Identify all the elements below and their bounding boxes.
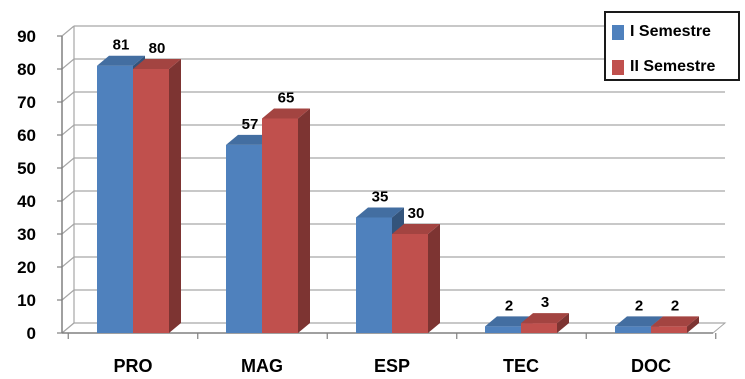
bar-top	[356, 207, 404, 218]
bar-front	[97, 65, 133, 333]
legend-item-series-2: II Semestre	[612, 58, 715, 76]
bar-front	[485, 326, 521, 333]
y-tick-label: 20	[17, 258, 36, 277]
gridline-side	[61, 58, 75, 70]
y-tick-label: 0	[27, 324, 36, 343]
gridline-side	[61, 157, 75, 169]
data-label: 81	[113, 37, 130, 54]
legend-label-series-2: II Semestre	[630, 58, 716, 75]
data-label: 80	[149, 40, 166, 57]
data-label: 2	[671, 297, 679, 314]
y-tick-labels: 0 10 20 30 40 50 60 70 80 90	[17, 27, 36, 343]
gridline-side	[61, 223, 75, 235]
x-tick-label: PRO	[113, 356, 152, 376]
gridline-side	[61, 256, 75, 268]
bar-front	[133, 69, 169, 333]
bar-side	[557, 313, 569, 333]
bar-front	[226, 144, 262, 333]
bar-tec-series-2	[521, 313, 569, 333]
bar-top	[651, 316, 699, 327]
bar-front	[521, 323, 557, 333]
legend-swatch-series-2	[612, 59, 624, 75]
data-labels: 81 80 57 65 35 30 2 3 2 2	[113, 37, 680, 315]
bar-pro-series-2	[133, 59, 181, 333]
x-tick-label: DOC	[631, 356, 671, 376]
data-label: 30	[408, 205, 425, 222]
data-label: 3	[541, 294, 549, 311]
legend-label-series-1: I Semestre	[630, 23, 711, 40]
bar-esp-series-2	[392, 224, 440, 333]
gridline-side	[61, 124, 75, 136]
gridline-side	[61, 190, 75, 202]
gridline-side	[61, 91, 75, 103]
y-tick-label: 70	[17, 93, 36, 112]
bar-top	[392, 224, 440, 234]
data-label: 35	[372, 189, 389, 206]
gridline-side	[61, 289, 75, 301]
x-tick-label: ESP	[374, 356, 410, 376]
bar-top	[97, 55, 145, 66]
data-label: 57	[242, 116, 259, 133]
gridline-side	[61, 322, 75, 334]
bar-side	[687, 316, 699, 333]
bar-top	[615, 316, 663, 327]
gridline-side	[61, 25, 75, 37]
y-tick-label: 80	[17, 60, 36, 79]
bar-front	[262, 118, 298, 333]
bar-doc-series-2	[651, 316, 699, 333]
bar-side	[169, 59, 181, 333]
bars	[97, 55, 699, 333]
bar-front	[392, 234, 428, 333]
bar-top	[262, 108, 310, 119]
bar-side	[298, 108, 310, 333]
y-tick-label: 90	[17, 27, 36, 46]
bar-side	[428, 224, 440, 333]
legend-item-series-1: I Semestre	[612, 23, 711, 41]
legend-swatch-series-1	[612, 24, 624, 40]
x-tick-labels: PRO MAG ESP TEC DOC	[113, 356, 671, 376]
y-tick-label: 60	[17, 126, 36, 145]
bar-top	[521, 313, 569, 324]
bar-front	[615, 326, 651, 333]
y-tick-label: 30	[17, 225, 36, 244]
data-label: 2	[635, 297, 643, 314]
bar-front	[356, 217, 392, 333]
y-tick-label: 50	[17, 159, 36, 178]
x-tick-label: TEC	[503, 356, 539, 376]
data-label: 2	[505, 297, 513, 314]
y-tick-label: 40	[17, 192, 36, 211]
legend: I Semestre II Semestre	[604, 11, 740, 81]
data-label: 65	[278, 90, 295, 107]
bar-front	[651, 326, 687, 333]
x-tick-label: MAG	[241, 356, 283, 376]
bar-top	[133, 59, 181, 69]
bar-mag-series-2	[262, 108, 310, 333]
y-tick-label: 10	[17, 291, 36, 310]
